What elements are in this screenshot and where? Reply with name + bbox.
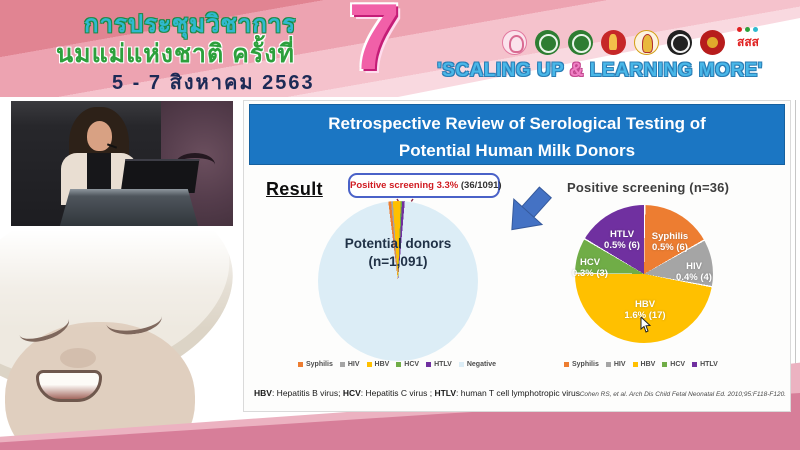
callout-highlight-text: Positive screening 3.3% [350, 180, 459, 191]
legend-label-negative: Negative [466, 361, 497, 368]
legend-swatch-negative [458, 362, 464, 367]
slogan-text-pre: 'SCALING UP [437, 60, 570, 81]
university-seal-icon [667, 30, 692, 55]
legend-label-htlv: HTLV [700, 361, 718, 368]
mouse-cursor-icon [640, 315, 652, 338]
slice-label-syphilis: Syphilis 0.5% (6) [638, 231, 702, 254]
slice-name-htlv: HTLV [609, 229, 635, 240]
positive-screening-callout: Positive screening 3.3% (36/1091) [348, 173, 502, 198]
laptop-on-podium [120, 159, 200, 193]
legend-swatch-hiv [605, 362, 611, 367]
legend-label-syphilis: Syphilis [306, 361, 333, 368]
footnote-abbr-hcv: HCV [342, 388, 361, 398]
legend-right-pie: Syphilis HIV HBV HCV HTLV [564, 361, 718, 368]
slice-label-hcv: HCV 0.3% (3) [558, 257, 622, 280]
footnote-abbr-hbv: HBV [254, 388, 272, 398]
slice-value-syphilis: 0.5% (6) [652, 242, 688, 254]
legend-swatch-syphilis [298, 362, 303, 367]
legend-item: HCV [662, 361, 685, 368]
slice-name-hiv: HIV [686, 261, 702, 272]
legend-label-hcv: HCV [404, 361, 420, 368]
presenter-video-frame [11, 101, 233, 226]
footnote-def-htlv: : human T cell lymphotropic virus [456, 388, 580, 398]
legend-item: Syphilis [564, 361, 599, 368]
presenter-face [87, 121, 112, 151]
slogan-ampersand: & [569, 60, 585, 81]
mother-and-child-logo-icon [502, 30, 527, 55]
baby-photo-fade-overlay [0, 230, 246, 450]
legend-item: HBV [632, 361, 656, 368]
positive-screening-title: Positive screening (n=36) [567, 180, 730, 195]
slice-name-hcv: HCV [579, 257, 601, 268]
legend-swatch-hcv [396, 362, 402, 367]
legend-label-hiv: HIV [347, 361, 360, 368]
legend-swatch-hbv [366, 362, 372, 367]
legend-swatch-htlv [692, 362, 698, 367]
abbreviation-footnote: HBV: Hepatitis B virus; HCV: Hepatitis C… [254, 388, 580, 398]
slide-title-line1: Retrospective Review of Serological Test… [328, 114, 706, 133]
legend-label-hiv: HIV [613, 361, 626, 368]
down-right-arrow-icon [506, 185, 562, 250]
slice-value-htlv: 0.5% (6) [604, 240, 640, 252]
slide-area: Retrospective Review of Serological Test… [243, 100, 791, 412]
potential-donors-label-line2: (n=1,091) [368, 253, 428, 269]
green-health-seal-icon [568, 30, 593, 55]
conference-title-line2: นมแม่แห่งชาติ ครั้งที่ [56, 40, 295, 68]
potential-donors-label-line1: Potential donors [344, 236, 452, 251]
legend-label-syphilis: Syphilis [572, 361, 599, 368]
conference-title-line1: การประชุมวิชาการ [84, 11, 297, 38]
result-heading: Result [266, 179, 323, 199]
potential-donors-pie-chart [318, 201, 478, 361]
slice-value-hiv: 0.4% (4) [676, 272, 712, 284]
legend-label-hbv: HBV [640, 361, 656, 368]
footnote-abbr-htlv: HTLV [434, 388, 457, 398]
footnote-def-hcv: : Hepatitis C virus ; [360, 388, 435, 398]
legend-item: HIV [339, 361, 360, 368]
legend-label-hbv: HBV [374, 361, 390, 368]
legend-swatch-htlv [426, 362, 432, 367]
presenter-video-feed [7, 97, 237, 230]
slice-name-hbv: HBV [634, 299, 656, 310]
legend-item: Syphilis [298, 361, 333, 368]
potential-donors-label: Potential donors (n=1,091) [318, 235, 478, 270]
conference-dates: 5 - 7 สิงหาคม 2563 [112, 72, 315, 94]
slide-title-banner: Retrospective Review of Serological Test… [249, 104, 785, 165]
conference-slogan: 'SCALING UP & LEARNING MORE' [404, 60, 796, 82]
legend-label-hcv: HCV [670, 361, 686, 368]
temple-emblem-icon [601, 30, 626, 55]
legend-item: HBV [366, 361, 390, 368]
slice-label-htlv: HTLV 0.5% (6) [590, 229, 654, 252]
slice-value-hbv: 1.6% (17) [624, 310, 666, 322]
slogan-text-post: LEARNING MORE' [584, 60, 763, 81]
legend-label-htlv: HTLV [434, 361, 452, 368]
legend-swatch-hiv [339, 362, 345, 367]
slice-label-hbv: HBV 1.6% (17) [613, 299, 677, 322]
legend-swatch-syphilis [564, 362, 569, 367]
slide-window-edge-divider [795, 100, 796, 412]
legend-swatch-hbv [632, 362, 638, 367]
thai-health-sss-logo: สสส [733, 27, 763, 55]
callout-detail-text: (36/1091) [458, 180, 502, 191]
legend-item: HIV [605, 361, 626, 368]
legend-item: HTLV [692, 361, 718, 368]
red-crest-icon [700, 30, 725, 55]
slice-label-hiv: HIV 0.4% (4) [662, 261, 726, 284]
green-medical-seal-icon [535, 30, 560, 55]
footnote-def-hbv: : Hepatitis B virus; [271, 388, 343, 398]
legend-swatch-hcv [662, 362, 668, 367]
slice-value-hcv: 0.3% (3) [572, 268, 608, 280]
slide-title-line2: Potential Human Milk Donors [398, 141, 636, 161]
sponsor-logos-row: สสส [502, 27, 763, 55]
legend-item: Negative [458, 361, 497, 368]
reference-citation: Cohen RS, et al. Arch Dis Child Fetal Ne… [579, 391, 786, 398]
podium [59, 189, 199, 226]
royal-crest-icon [634, 30, 659, 55]
legend-left-pie: Syphilis HIV HBV HCV HTLV Negative [298, 361, 496, 368]
slice-name-syphilis: Syphilis [651, 231, 689, 242]
conference-edition-number: 7 [348, 0, 401, 89]
legend-item: HCV [396, 361, 419, 368]
legend-item: HTLV [426, 361, 452, 368]
